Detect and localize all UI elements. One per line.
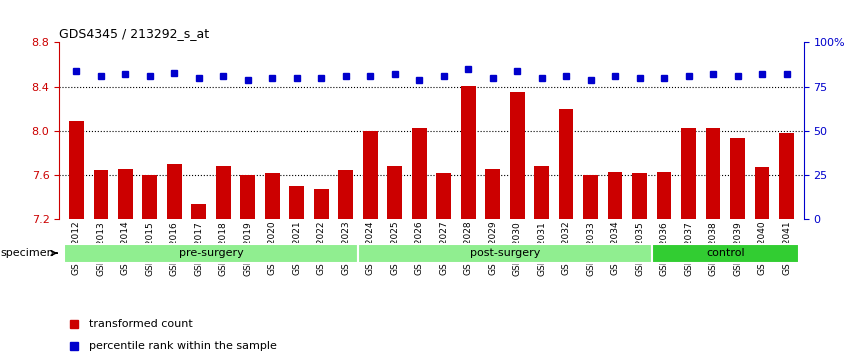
Bar	[216, 166, 231, 219]
Bar	[656, 172, 672, 219]
Bar	[167, 164, 182, 219]
Bar	[240, 175, 255, 219]
Bar	[142, 175, 157, 219]
Text: pre-surgery: pre-surgery	[179, 248, 244, 258]
FancyBboxPatch shape	[652, 244, 799, 263]
Bar	[338, 170, 353, 219]
Bar	[314, 188, 328, 219]
Text: transformed count: transformed count	[89, 319, 193, 329]
Bar	[118, 169, 133, 219]
Text: GDS4345 / 213292_s_at: GDS4345 / 213292_s_at	[59, 27, 209, 40]
Text: post-surgery: post-surgery	[470, 248, 540, 258]
Text: percentile rank within the sample: percentile rank within the sample	[89, 341, 277, 350]
Bar	[265, 173, 280, 219]
Bar	[706, 128, 721, 219]
Bar	[387, 166, 402, 219]
Bar	[412, 128, 426, 219]
Text: control: control	[706, 248, 744, 258]
Bar	[559, 109, 574, 219]
Bar	[510, 92, 525, 219]
Bar	[437, 173, 451, 219]
Bar	[632, 173, 647, 219]
Bar	[755, 167, 769, 219]
Bar	[730, 138, 745, 219]
Bar	[289, 186, 304, 219]
Bar	[363, 131, 377, 219]
Bar	[779, 133, 794, 219]
Bar	[607, 172, 623, 219]
Bar	[583, 175, 598, 219]
Bar	[94, 170, 108, 219]
FancyBboxPatch shape	[64, 244, 358, 263]
Bar	[191, 204, 206, 219]
FancyBboxPatch shape	[358, 244, 652, 263]
Bar	[535, 166, 549, 219]
Bar	[461, 86, 475, 219]
Bar	[69, 121, 84, 219]
Bar	[486, 169, 500, 219]
Text: specimen: specimen	[0, 248, 57, 258]
Bar	[681, 128, 696, 219]
